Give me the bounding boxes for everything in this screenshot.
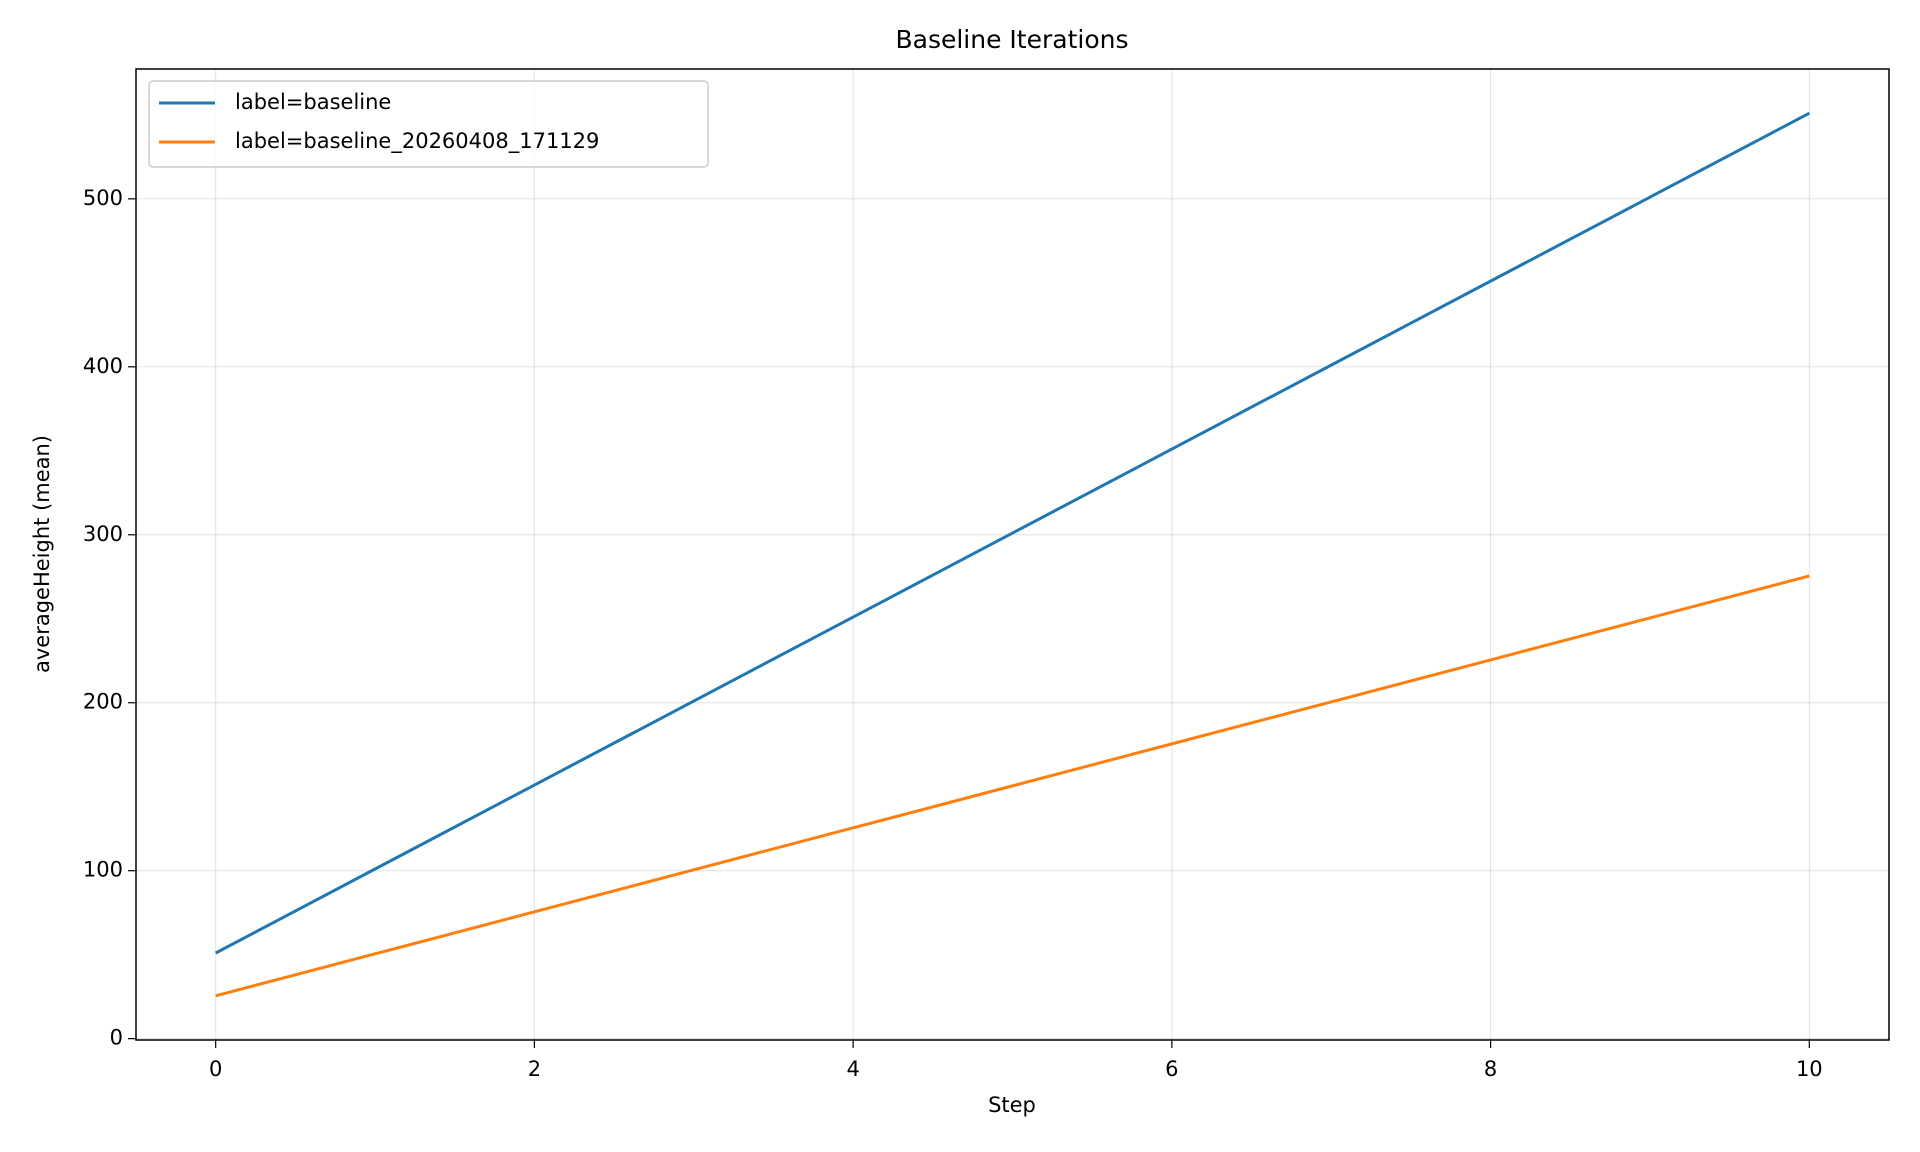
x-tick-label: 0 [209,1057,222,1081]
y-tick-label: 100 [83,858,123,882]
legend-label: label=baseline [235,90,391,114]
legend-box [148,80,709,168]
legend-label: label=baseline_20260408_171129 [235,129,599,154]
y-tick-label: 500 [83,186,123,210]
plot-frame [135,68,1890,1041]
x-tick-label: 4 [846,1057,859,1081]
x-tick-label: 10 [1796,1057,1823,1081]
series-line [215,574,1810,998]
y-tick-label: 0 [110,1026,123,1050]
chart-title: Baseline Iterations [895,25,1128,54]
y-axis-label: averageHeight (mean) [30,435,54,673]
y-tick-label: 400 [83,354,123,378]
y-tick-label: 200 [83,690,123,714]
x-tick-label: 2 [528,1057,541,1081]
x-tick-label: 8 [1484,1057,1497,1081]
series-line [214,111,1811,955]
y-tick-label: 300 [83,522,123,546]
x-tick-label: 6 [1165,1057,1178,1081]
x-axis-label: Step [988,1093,1036,1117]
